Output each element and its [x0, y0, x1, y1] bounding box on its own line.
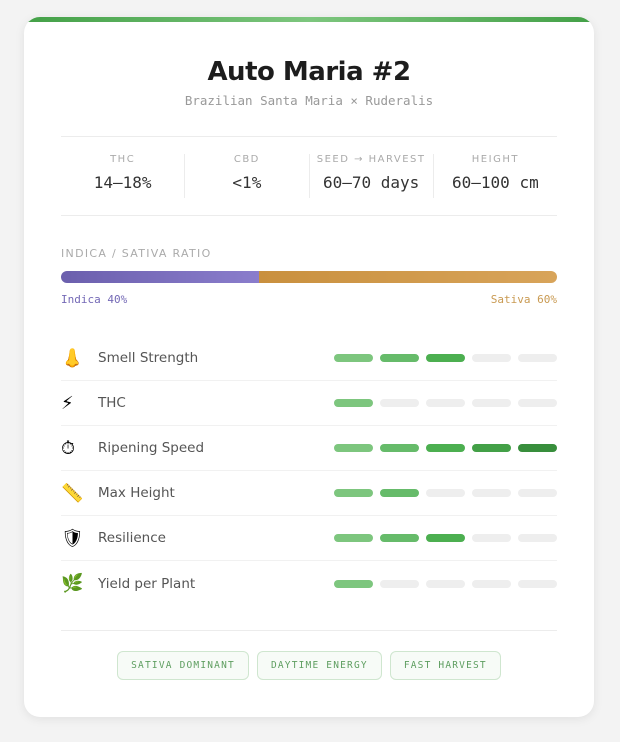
level-segment	[334, 579, 373, 588]
stat-value: <1%	[232, 173, 262, 192]
level-segment	[472, 444, 511, 452]
stat-label: THC	[110, 154, 136, 165]
indica-fill	[61, 271, 260, 283]
strain-card: Auto Maria #2 Brazilian Santa Maria × Ru…	[24, 17, 594, 717]
level-segment	[334, 354, 373, 362]
level-segment	[380, 534, 419, 542]
divider	[61, 630, 557, 631]
level-segment	[380, 399, 419, 407]
tag-chip[interactable]: SATIVA DOMINANT	[117, 651, 249, 680]
lightning-icon: ⚡	[61, 392, 74, 414]
ratio-label: INDICA / SATIVA RATIO	[61, 247, 212, 260]
level-segment	[518, 534, 557, 542]
trait-row: 📏 Max Height	[61, 471, 557, 516]
trait-level-meter	[334, 579, 557, 588]
level-segment	[472, 354, 511, 362]
stat-value: 14–18%	[93, 173, 152, 192]
nose-icon: 👃	[61, 347, 84, 369]
level-segment	[518, 579, 557, 588]
stat-height: HEIGHT 60–100 cm	[434, 154, 557, 198]
trait-row: 👃 Smell Strength	[61, 336, 557, 381]
trait-name: Max Height	[98, 485, 175, 501]
level-segment	[380, 354, 419, 362]
trait-row: 🛡 Resilience	[61, 516, 557, 561]
shield-icon: 🛡	[61, 527, 84, 549]
stopwatch-icon: ⏱	[61, 437, 76, 459]
level-segment	[518, 489, 557, 497]
level-segment	[426, 489, 465, 497]
tag-chip[interactable]: FAST HARVEST	[389, 651, 501, 680]
level-segment	[518, 399, 557, 407]
trait-level-meter	[334, 489, 557, 497]
trait-list: 👃 Smell Strength ⚡ THC ⏱ Ripening Speed 📏 Max H…	[61, 336, 557, 606]
indica-label: Indica 40%	[61, 293, 128, 306]
level-segment	[472, 399, 511, 407]
trait-name: Resilience	[98, 530, 166, 546]
trait-level-meter	[334, 534, 557, 542]
trait-name: Yield per Plant	[98, 575, 196, 592]
trait-level-meter	[334, 399, 557, 407]
strain-lineage: Brazilian Santa Maria × Ruderalis	[184, 93, 434, 108]
level-segment	[334, 534, 373, 542]
trait-name: Smell Strength	[98, 350, 199, 366]
stat-cbd: CBD <1%	[185, 154, 310, 198]
ratio-bar	[61, 271, 557, 283]
stat-value: 60–100 cm	[452, 173, 539, 192]
level-segment	[334, 444, 373, 452]
strain-title: Auto Maria #2	[207, 57, 411, 87]
stat-label: SEED → HARVEST	[316, 154, 426, 165]
level-segment	[426, 444, 465, 452]
level-segment	[472, 579, 511, 588]
tag-chip[interactable]: DAYTIME ENERGY	[256, 651, 382, 680]
trait-row: ⏱ Ripening Speed	[61, 426, 557, 471]
trait-level-meter	[334, 444, 557, 452]
level-segment	[334, 489, 373, 497]
trait-name: Ripening Speed	[98, 440, 205, 456]
trait-level-meter	[334, 354, 557, 362]
ruler-icon: 📏	[61, 482, 84, 504]
sativa-label: Sativa 60%	[490, 293, 557, 306]
sativa-fill	[259, 271, 557, 283]
level-segment	[380, 444, 419, 452]
trait-name: THC	[98, 395, 126, 411]
level-segment	[426, 399, 465, 407]
level-segment	[426, 354, 465, 362]
leaf-icon: 🌿	[61, 573, 84, 594]
stat-label: CBD	[233, 154, 260, 165]
stat-seed-to-harvest: SEED → HARVEST 60–70 days	[310, 154, 434, 198]
level-segment	[518, 444, 557, 452]
trait-row: ⚡ THC	[61, 381, 557, 426]
level-segment	[472, 489, 511, 497]
stats-row: THC 14–18% CBD <1% SEED → HARVEST 60–70 day…	[61, 136, 557, 216]
level-segment	[380, 489, 419, 497]
accent-bar	[24, 17, 594, 22]
level-segment	[472, 534, 511, 542]
stat-value: 60–70 days	[322, 173, 420, 192]
tag-list: SATIVA DOMINANT DAYTIME ENERGY FAST HARVES…	[61, 651, 557, 680]
trait-row: 🌿 Yield per Plant	[61, 561, 557, 606]
level-segment	[380, 579, 419, 588]
ratio-legend: Indica 40% Sativa 60%	[61, 293, 557, 306]
level-segment	[518, 354, 557, 362]
stat-thc: THC 14–18%	[61, 154, 186, 198]
level-segment	[426, 534, 465, 542]
stat-label: HEIGHT	[471, 154, 519, 165]
level-segment	[334, 399, 373, 407]
level-segment	[426, 579, 465, 588]
